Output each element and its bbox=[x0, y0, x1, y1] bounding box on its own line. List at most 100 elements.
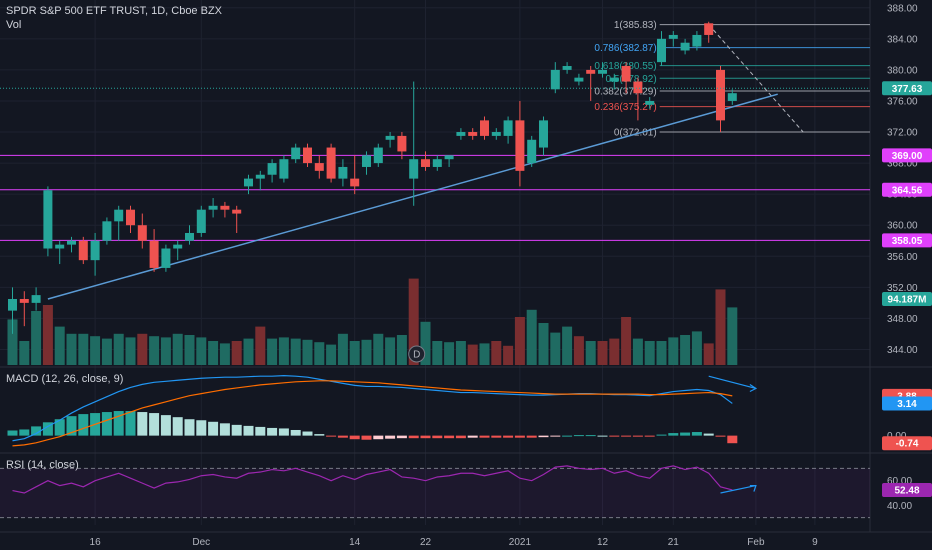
volume-bar bbox=[255, 326, 266, 365]
fib-level-label: 0.786(382.87) bbox=[594, 43, 656, 54]
candle-body bbox=[397, 135, 407, 152]
macd-arrow-annotation bbox=[708, 375, 758, 393]
y-tick-label: 356.00 bbox=[887, 252, 918, 263]
macd-histogram-bar bbox=[467, 435, 478, 438]
volume-bar bbox=[680, 335, 691, 365]
volume-bar bbox=[160, 337, 171, 365]
volume-bar bbox=[668, 337, 679, 365]
macd-histogram-bar bbox=[326, 435, 337, 437]
level-price-badge-bg bbox=[882, 182, 932, 197]
macd-histogram-bar bbox=[78, 414, 89, 436]
candle-body bbox=[149, 240, 159, 268]
macd-histogram-bar bbox=[219, 423, 230, 436]
volume-bar bbox=[19, 341, 30, 365]
macd-histogram-bar bbox=[715, 435, 726, 437]
macd-histogram-bar bbox=[680, 432, 691, 436]
y-tick-label: 344.00 bbox=[887, 345, 918, 356]
candle-body bbox=[255, 174, 265, 179]
rsi-pane bbox=[0, 465, 870, 519]
signal-line bbox=[12, 380, 733, 447]
x-tick-label: Dec bbox=[192, 537, 210, 548]
macd-histogram-bar bbox=[172, 417, 183, 436]
macd-histogram-bar bbox=[621, 435, 632, 437]
level-price-badge-bg bbox=[882, 148, 932, 163]
candle-body bbox=[362, 155, 371, 167]
candle-body bbox=[491, 132, 501, 136]
volume-bar bbox=[7, 319, 18, 365]
macd-histogram-bar bbox=[408, 435, 419, 439]
candle-body bbox=[609, 77, 619, 82]
x-tick-label: 16 bbox=[90, 537, 102, 548]
uptrend-line bbox=[47, 93, 778, 300]
volume-bar bbox=[479, 343, 490, 365]
fib-diagonal bbox=[708, 24, 804, 133]
volume-bar bbox=[337, 333, 348, 365]
volume-bar bbox=[172, 333, 183, 365]
volume-bar bbox=[349, 341, 360, 365]
volume-bar bbox=[137, 333, 148, 365]
volume-bar bbox=[196, 337, 207, 365]
level-price-badge: 364.56 bbox=[892, 185, 923, 196]
fib-level-label: 0.382(377.29) bbox=[594, 86, 656, 97]
candle-body bbox=[657, 38, 666, 63]
candle-body bbox=[432, 159, 442, 167]
volume-bar bbox=[31, 311, 42, 365]
candle-body bbox=[503, 120, 513, 136]
fib-level-label: 0(372.01) bbox=[614, 127, 657, 138]
y-tick-label: 380.00 bbox=[887, 65, 918, 76]
macd-histogram-bar bbox=[302, 431, 313, 436]
x-tick-label: 2021 bbox=[509, 537, 532, 548]
volume-bar bbox=[467, 344, 478, 365]
candle-body bbox=[244, 178, 253, 187]
volume-bar bbox=[42, 305, 53, 365]
volume-bar bbox=[526, 309, 537, 365]
candle-body bbox=[574, 77, 584, 82]
rsi-band bbox=[0, 468, 870, 518]
candle-body bbox=[220, 205, 230, 210]
candle-body bbox=[692, 34, 702, 47]
macd-histogram-bar bbox=[31, 426, 42, 436]
y-tick-label: 348.00 bbox=[887, 314, 918, 325]
macd-histogram-bar bbox=[503, 435, 514, 438]
volume-bar bbox=[538, 323, 549, 365]
y-tick-label: 360.00 bbox=[887, 221, 918, 232]
candle-body bbox=[727, 93, 737, 101]
level-price-badge-bg bbox=[882, 233, 932, 248]
volume-bar bbox=[243, 338, 254, 365]
candle-body bbox=[114, 209, 124, 222]
macd-histogram-bar bbox=[149, 413, 160, 436]
candle-body bbox=[279, 159, 289, 179]
candle-body bbox=[55, 244, 65, 249]
candle-body bbox=[303, 147, 312, 164]
level-price-badge: 358.05 bbox=[892, 236, 923, 247]
macd-label: MACD (12, 26, close, 9) bbox=[6, 373, 124, 385]
candle-body bbox=[385, 135, 395, 140]
macd-histogram-bar bbox=[550, 435, 561, 437]
volume-bar bbox=[715, 289, 726, 365]
rsi-label: RSI (14, close) bbox=[6, 459, 79, 471]
candle-body bbox=[350, 178, 360, 187]
macd-histogram-bar bbox=[573, 435, 584, 437]
candle-body bbox=[126, 209, 135, 226]
volume-bar bbox=[78, 333, 89, 365]
macd-histogram-bar bbox=[184, 419, 195, 436]
macd-histogram-bar bbox=[597, 435, 608, 437]
candle-body bbox=[173, 244, 183, 249]
current-price-badge: 377.63 bbox=[892, 84, 923, 95]
trend-line bbox=[47, 93, 778, 300]
macd-histogram-bar bbox=[208, 421, 219, 436]
grid bbox=[0, 0, 932, 533]
candle-body bbox=[550, 69, 560, 90]
rsi-value-badge: 52.48 bbox=[894, 485, 919, 496]
volume-bar bbox=[656, 341, 667, 365]
volume-bar bbox=[597, 341, 608, 365]
macd-value-badge-bg bbox=[882, 396, 932, 411]
volume-bar bbox=[408, 278, 419, 365]
volume-bar bbox=[644, 341, 655, 365]
x-tick-label: Feb bbox=[747, 537, 765, 548]
volume-bar bbox=[455, 341, 466, 365]
rsi-tick-label: 60.00 bbox=[887, 476, 912, 487]
macd-histogram-bar bbox=[349, 435, 360, 440]
volume-bar bbox=[727, 307, 738, 365]
